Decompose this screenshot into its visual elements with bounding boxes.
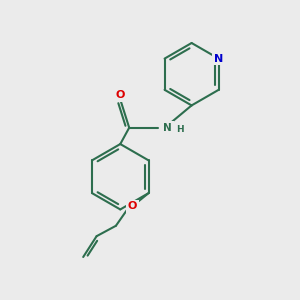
- Text: O: O: [116, 90, 125, 100]
- Text: N: N: [214, 54, 223, 64]
- Text: O: O: [128, 202, 137, 212]
- Text: H: H: [176, 125, 184, 134]
- Text: N: N: [164, 123, 172, 133]
